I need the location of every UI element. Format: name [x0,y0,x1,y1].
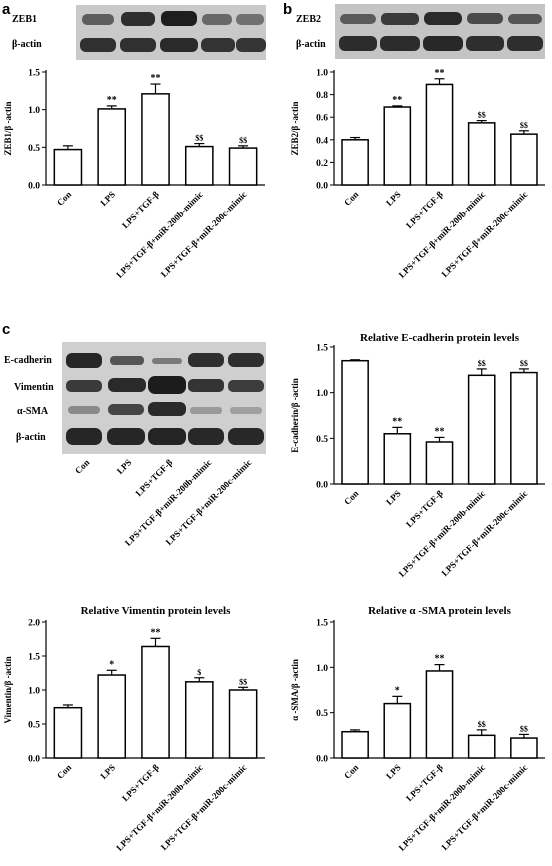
blot-c: E-cadherin Vimentin α-SMA β-actin [4,342,266,454]
chart-title: Relative α -SMA protein levels [368,605,512,617]
y-axis-label: ZEB2/β -actin [290,102,300,156]
y-tick-label: 1.5 [316,344,328,354]
bar [510,737,538,759]
significance-label: $ [197,668,201,677]
significance-label: * [109,659,114,670]
bar [510,371,538,485]
significance-label: ** [435,654,445,665]
y-tick-label: 1.0 [316,389,328,399]
bar [97,108,127,186]
y-tick-label: 0.0 [28,182,40,192]
bar [141,93,170,186]
y-tick-label: 0.6 [316,114,328,124]
significance-label: $$ [239,677,247,686]
y-tick-label: 0.5 [28,721,40,731]
y-tick-label: 0.5 [28,144,40,154]
y-axis-label: α -SMA/β -actin [290,659,300,721]
y-tick-label: 1.5 [316,619,328,629]
y-tick-label: 1.5 [28,653,40,663]
significance-label: $$ [478,359,486,368]
bar [467,734,496,759]
y-tick-label: 1.0 [316,664,328,674]
y-tick-label: 1.0 [28,106,40,116]
blot-label-beta-actin-a: β-actin [12,39,42,50]
y-tick-label: 0.0 [316,755,328,765]
significance-label: ** [435,68,445,79]
significance-label: ** [151,73,161,84]
panel-letter-a: a [2,1,11,18]
blot-label-zeb2: ZEB2 [296,14,321,25]
y-tick-label: 0.4 [316,136,328,146]
significance-label: ** [151,627,161,638]
bar [97,674,127,759]
y-tick-label: 0.0 [28,755,40,765]
bar [341,139,369,186]
bar [467,374,496,485]
chart-title: Relative Vimentin protein levels [81,605,232,617]
significance-label: $$ [520,359,528,368]
y-tick-label: 1.5 [28,69,40,79]
y-tick-label: 0.0 [316,481,328,491]
blot-label-e-cadherin: E-cadherin [4,355,52,366]
significance-label: $$ [520,121,528,130]
bar [141,645,170,759]
panel-letter-c: c [2,321,10,338]
y-axis-label: ZEB1/β -actin [3,102,13,156]
blot-label-beta-actin-c: β-actin [16,432,46,443]
y-tick-label: 0.2 [316,159,328,169]
chart-title: Relative E-cadherin protein levels [360,332,520,344]
bar [425,83,454,186]
significance-label: ** [392,416,402,427]
bar [184,145,214,186]
significance-label: $$ [239,136,247,145]
blot-a: ZEB1 β-actin [12,5,266,60]
bar [53,148,83,186]
significance-label: ** [435,426,445,437]
y-tick-label: 0.5 [316,435,328,445]
significance-label: $$ [195,134,203,143]
bar [228,147,258,186]
bar [341,730,369,759]
bar [383,702,412,759]
y-tick-label: 0.0 [316,182,328,192]
bar [425,670,454,759]
bar [341,359,369,485]
significance-label: ** [107,95,117,106]
bar [383,433,412,485]
y-tick-label: 0.8 [316,91,328,101]
bar [467,122,496,186]
blot-label-beta-actin-b: β-actin [296,39,326,50]
significance-label: $$ [478,111,486,120]
blot-label-zeb1: ZEB1 [12,14,37,25]
bar [383,106,412,186]
y-axis-label: E-cadherin/β -actin [290,378,300,453]
y-tick-label: 1.0 [28,687,40,697]
y-tick-label: 2.0 [28,619,40,629]
y-tick-label: 0.5 [316,709,328,719]
y-tick-label: 1.0 [316,69,328,79]
blot-b: ZEB2 β-actin [296,4,545,59]
significance-label: $$ [478,720,486,729]
significance-label: * [395,685,400,696]
blot-label-alpha-sma: α-SMA [17,406,49,417]
bar [53,706,83,759]
blot-label-vimentin: Vimentin [14,382,54,393]
bar [184,681,214,759]
bar [228,689,258,759]
significance-label: $$ [520,724,528,733]
bar [510,133,538,186]
panel-letter-b: b [283,1,292,18]
bar [425,441,454,485]
y-axis-label: Vimentin/β -actin [3,656,13,723]
significance-label: ** [392,95,402,106]
